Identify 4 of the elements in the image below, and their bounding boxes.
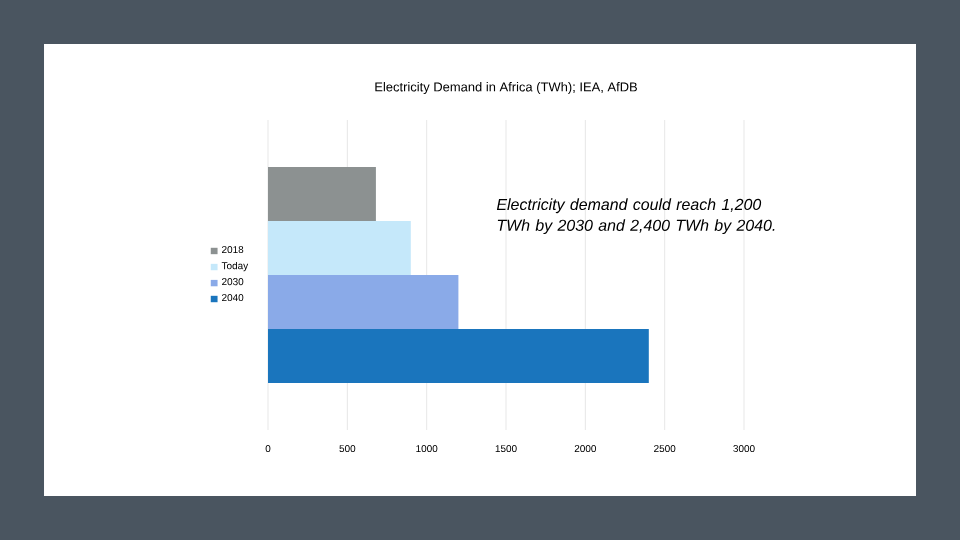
bar: [268, 329, 649, 383]
bar: [268, 167, 376, 221]
bar: [268, 221, 411, 275]
bar: [268, 275, 459, 329]
